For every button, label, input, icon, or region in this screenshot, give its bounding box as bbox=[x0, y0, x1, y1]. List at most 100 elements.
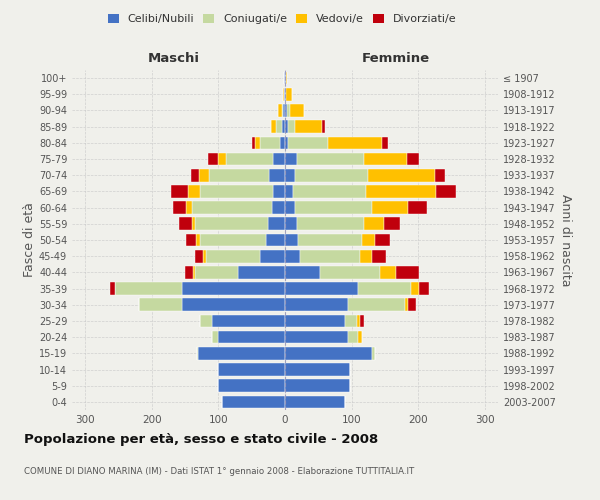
Bar bbox=[396, 266, 419, 278]
Text: Femmine: Femmine bbox=[362, 52, 430, 65]
Bar bbox=[200, 314, 212, 328]
Bar bbox=[285, 234, 298, 246]
Bar bbox=[348, 331, 358, 344]
Bar bbox=[192, 202, 272, 214]
Bar bbox=[285, 266, 320, 278]
Bar bbox=[182, 282, 285, 295]
Bar bbox=[182, 298, 285, 311]
Bar bbox=[283, 104, 285, 117]
Bar bbox=[285, 347, 371, 360]
Bar bbox=[273, 152, 285, 166]
Bar bbox=[218, 363, 285, 376]
Bar bbox=[199, 169, 209, 181]
Bar bbox=[295, 169, 368, 181]
Bar bbox=[285, 282, 358, 295]
Bar bbox=[345, 314, 357, 328]
Bar bbox=[366, 185, 436, 198]
Bar bbox=[285, 152, 297, 166]
Bar bbox=[285, 88, 286, 101]
Bar bbox=[419, 282, 430, 295]
Y-axis label: Fasce di età: Fasce di età bbox=[23, 202, 36, 278]
Bar bbox=[200, 185, 273, 198]
Bar bbox=[298, 234, 362, 246]
Bar bbox=[289, 136, 328, 149]
Bar bbox=[286, 88, 292, 101]
Bar bbox=[285, 185, 293, 198]
Bar bbox=[295, 120, 322, 133]
Bar bbox=[284, 88, 285, 101]
Bar bbox=[328, 136, 382, 149]
Bar bbox=[260, 250, 285, 262]
Bar bbox=[218, 152, 226, 166]
Bar bbox=[197, 347, 199, 360]
Bar bbox=[290, 104, 304, 117]
Bar bbox=[188, 185, 200, 198]
Bar bbox=[206, 250, 260, 262]
Bar bbox=[209, 169, 269, 181]
Bar bbox=[412, 282, 419, 295]
Bar bbox=[360, 314, 364, 328]
Bar bbox=[269, 169, 285, 181]
Bar bbox=[196, 234, 200, 246]
Text: Maschi: Maschi bbox=[148, 52, 200, 65]
Bar bbox=[268, 218, 285, 230]
Bar bbox=[383, 218, 400, 230]
Bar bbox=[278, 104, 281, 117]
Bar bbox=[255, 136, 260, 149]
Bar bbox=[285, 104, 287, 117]
Bar bbox=[171, 185, 188, 198]
Bar bbox=[212, 331, 218, 344]
Bar bbox=[203, 250, 206, 262]
Bar bbox=[348, 298, 405, 311]
Bar bbox=[218, 331, 285, 344]
Bar bbox=[287, 104, 290, 117]
Bar bbox=[139, 298, 182, 311]
Bar bbox=[195, 266, 238, 278]
Bar bbox=[226, 152, 273, 166]
Bar bbox=[289, 120, 295, 133]
Bar bbox=[208, 152, 218, 166]
Text: Popolazione per età, sesso e stato civile - 2008: Popolazione per età, sesso e stato civil… bbox=[24, 432, 378, 446]
Bar bbox=[297, 152, 364, 166]
Y-axis label: Anni di nascita: Anni di nascita bbox=[559, 194, 572, 286]
Bar bbox=[368, 169, 435, 181]
Bar bbox=[285, 72, 286, 85]
Bar bbox=[297, 218, 364, 230]
Bar bbox=[281, 104, 283, 117]
Bar bbox=[285, 380, 350, 392]
Bar bbox=[179, 218, 192, 230]
Bar bbox=[110, 282, 115, 295]
Bar bbox=[191, 169, 199, 181]
Bar bbox=[359, 250, 371, 262]
Bar bbox=[364, 152, 407, 166]
Bar bbox=[238, 266, 285, 278]
Bar bbox=[371, 202, 408, 214]
Bar bbox=[199, 347, 285, 360]
Bar bbox=[193, 266, 195, 278]
Bar bbox=[285, 169, 295, 181]
Bar bbox=[115, 282, 182, 295]
Legend: Celibi/Nubili, Coniugati/e, Vedovi/e, Divorziati/e: Celibi/Nubili, Coniugati/e, Vedovi/e, Di… bbox=[104, 10, 460, 28]
Bar bbox=[320, 266, 380, 278]
Bar bbox=[364, 218, 383, 230]
Bar bbox=[371, 250, 386, 262]
Bar bbox=[272, 202, 285, 214]
Bar bbox=[295, 202, 371, 214]
Bar bbox=[285, 250, 299, 262]
Bar bbox=[195, 250, 203, 262]
Bar bbox=[218, 380, 285, 392]
Bar bbox=[380, 266, 396, 278]
Bar bbox=[200, 234, 266, 246]
Bar bbox=[266, 234, 285, 246]
Bar bbox=[277, 120, 281, 133]
Bar bbox=[358, 331, 362, 344]
Bar bbox=[299, 250, 359, 262]
Bar bbox=[192, 218, 195, 230]
Bar bbox=[357, 314, 360, 328]
Bar bbox=[285, 331, 348, 344]
Bar bbox=[280, 136, 285, 149]
Bar bbox=[185, 266, 193, 278]
Bar bbox=[286, 72, 287, 85]
Bar bbox=[271, 120, 277, 133]
Bar bbox=[285, 136, 289, 149]
